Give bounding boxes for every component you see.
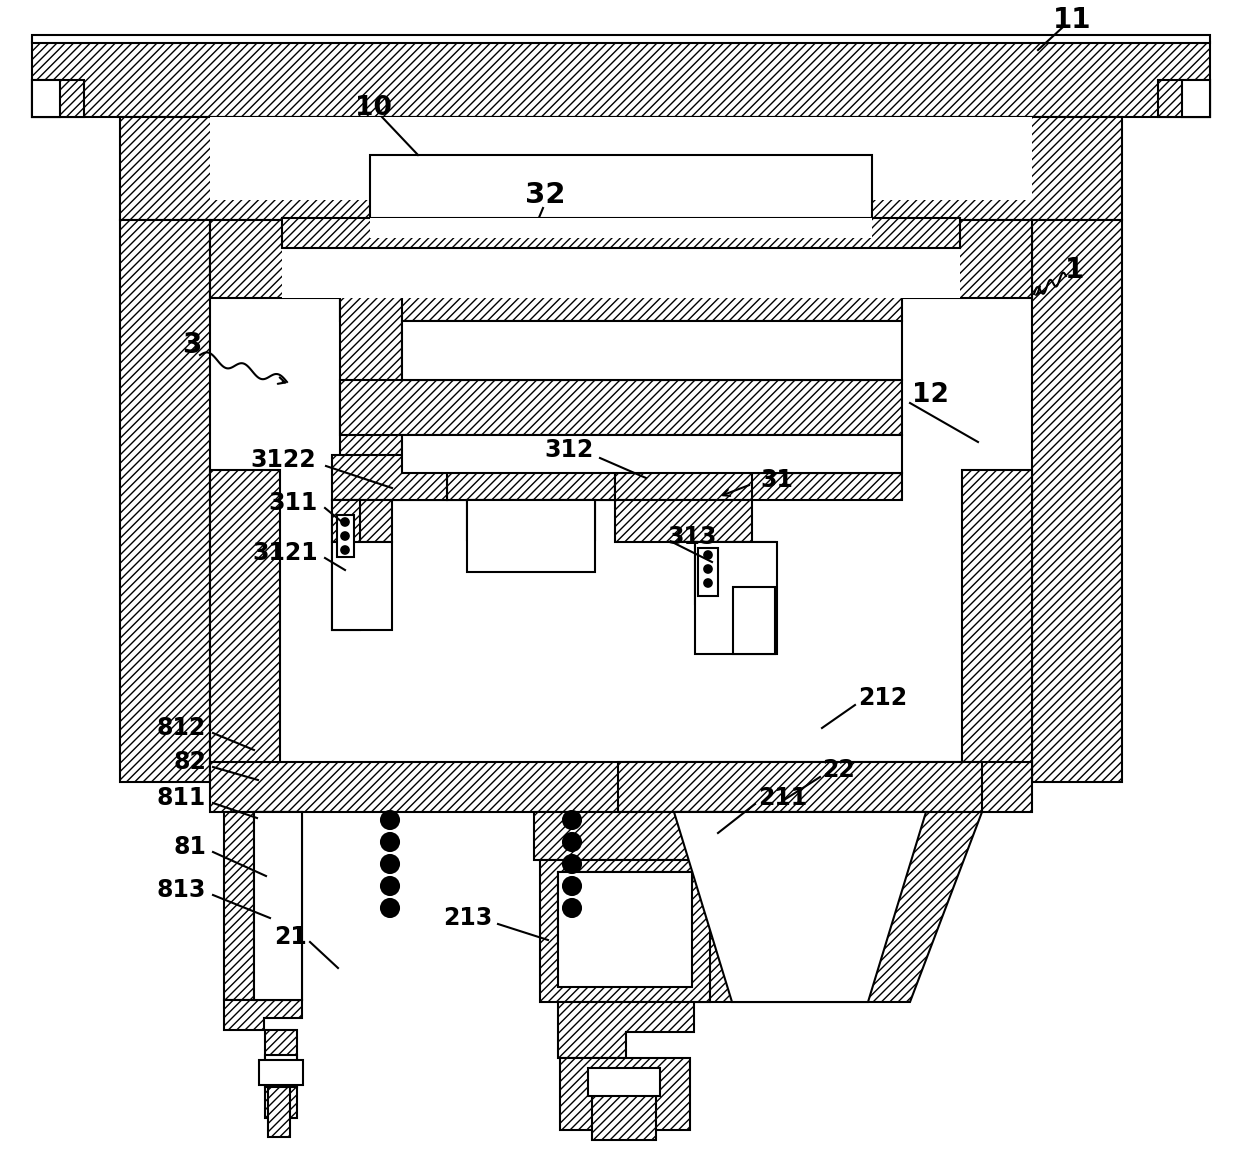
Bar [534,812,717,861]
Bar [558,872,692,987]
Bar [402,321,901,380]
Bar [1032,220,1122,782]
Polygon shape [675,812,926,1002]
Polygon shape [618,761,982,812]
Text: 211: 211 [758,786,807,810]
Bar [615,455,751,500]
Bar [1158,79,1210,118]
Bar [370,156,872,238]
Polygon shape [558,1002,694,1058]
Bar [402,435,901,473]
Bar [32,79,84,118]
Bar [32,35,1210,43]
Bar [588,1068,660,1096]
Circle shape [341,532,348,540]
Bar [591,1090,656,1140]
Bar [733,541,775,588]
Circle shape [381,833,399,851]
Bar [539,861,711,1002]
Bar [268,1085,290,1137]
Bar [1182,79,1210,118]
Text: 312: 312 [544,438,594,462]
Text: 313: 313 [667,525,717,550]
Text: 12: 12 [911,382,949,408]
Circle shape [381,877,399,895]
Bar [265,1030,298,1117]
Text: 21: 21 [274,925,308,949]
Circle shape [381,899,399,917]
Bar [694,541,733,604]
Bar [281,218,960,248]
Circle shape [341,546,348,554]
Circle shape [704,551,712,559]
Circle shape [563,811,582,829]
Bar [615,500,751,541]
Circle shape [381,811,399,829]
Circle shape [563,877,582,895]
Text: 3: 3 [182,331,202,359]
Bar [340,238,402,470]
Bar [698,548,718,596]
Text: 32: 32 [525,181,565,209]
Circle shape [563,855,582,873]
Text: 1: 1 [1065,256,1085,285]
Bar [626,872,689,940]
Text: 812: 812 [156,717,206,740]
Bar [332,500,392,541]
Bar [733,588,775,654]
Text: 813: 813 [156,878,206,902]
Bar [337,515,353,558]
Text: 82: 82 [174,750,206,774]
Bar [332,500,360,630]
Bar [210,118,1032,200]
Bar [254,812,280,1000]
Text: 81: 81 [174,835,206,859]
Text: 811: 811 [156,786,206,810]
Polygon shape [618,812,982,1002]
Text: 212: 212 [858,685,908,710]
Bar [332,541,392,630]
Bar [560,1058,689,1130]
Text: 3121: 3121 [253,541,317,564]
Circle shape [563,833,582,851]
Bar [340,473,901,500]
Bar [32,41,1210,118]
Bar [120,118,1122,220]
Bar [467,500,595,573]
Bar [210,220,1032,298]
Text: 213: 213 [443,905,492,930]
Circle shape [704,579,712,588]
Circle shape [563,899,582,917]
Bar [962,470,1032,782]
Bar [467,500,529,540]
Bar [340,238,901,321]
Bar [340,380,901,435]
Bar [210,761,1032,812]
Bar [224,812,303,1000]
Circle shape [704,564,712,573]
Text: 10: 10 [355,94,392,121]
Bar [210,470,280,782]
Text: 3122: 3122 [250,448,316,472]
Bar [265,1055,298,1087]
Text: 11: 11 [1053,6,1091,35]
Bar [694,541,777,654]
Bar [370,218,872,238]
Text: 22: 22 [822,758,854,782]
Bar [281,220,960,298]
Bar [533,500,595,540]
Polygon shape [224,1000,303,1030]
Circle shape [381,855,399,873]
Circle shape [341,518,348,526]
Bar [32,79,60,118]
Bar [259,1060,303,1085]
Bar [558,872,626,940]
Bar [446,455,615,500]
Text: 311: 311 [269,491,317,515]
Bar [254,812,303,1000]
Bar [332,455,446,500]
Text: 31: 31 [760,468,792,492]
Bar [120,220,210,782]
